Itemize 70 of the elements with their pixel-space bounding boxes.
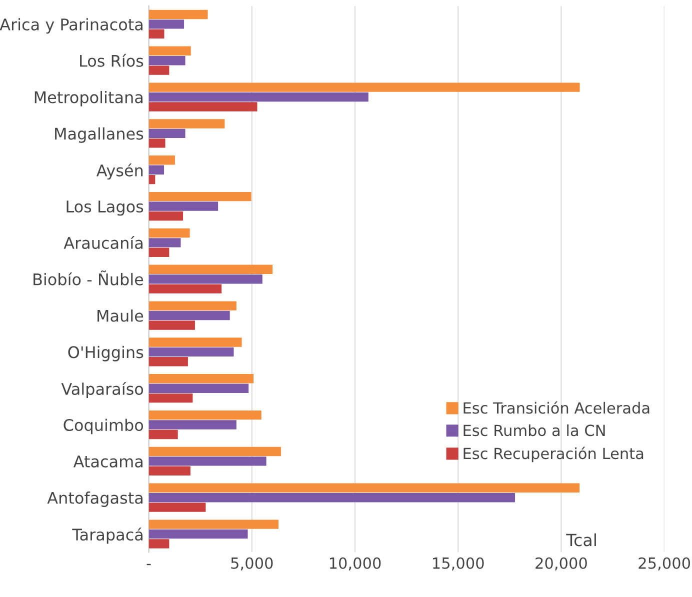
- y-tick-label: Biobío - Ñuble: [34, 270, 144, 286]
- legend-label: Esc Rumbo a la CN: [464, 424, 605, 436]
- bar: [148, 192, 252, 202]
- bar: [148, 420, 236, 430]
- bar: [148, 310, 230, 320]
- bar: [148, 338, 242, 347]
- bar: [148, 384, 249, 393]
- x-tick-label: 20,000: [536, 557, 587, 570]
- y-tick-label: Maule: [98, 309, 144, 322]
- bar: [148, 502, 206, 512]
- bar: [148, 248, 170, 258]
- bar: [148, 128, 186, 138]
- bar: [148, 483, 580, 492]
- y-tick-label: Arica y Parinacota: [0, 18, 142, 34]
- bar: [148, 165, 164, 174]
- bar: [148, 102, 258, 112]
- bar: [148, 410, 262, 420]
- x-tick-label: 15,000: [433, 557, 484, 570]
- x-tick-label: 25,000: [638, 557, 690, 570]
- bar: [148, 92, 368, 102]
- bar: [148, 320, 195, 330]
- y-tick-label: Metropolitana: [34, 90, 142, 106]
- bar: [148, 10, 208, 20]
- y-tick-label: Aysén: [96, 163, 143, 180]
- y-tick-label: Magallanes: [55, 127, 144, 143]
- y-tick-label: Los Lagos: [66, 200, 144, 216]
- bar: [148, 274, 262, 284]
- bar: [148, 393, 193, 403]
- bar: [148, 357, 188, 366]
- bar: [148, 539, 170, 548]
- bar: [148, 56, 186, 66]
- y-tick-label: Atacama: [73, 456, 142, 468]
- x-axis-title: Tcal: [566, 533, 596, 546]
- y-tick-label: Araucanía: [64, 236, 142, 249]
- y-tick-label: Tarapacá: [72, 528, 142, 544]
- bar: [148, 174, 156, 184]
- bar: [148, 284, 222, 294]
- bar: [148, 202, 218, 211]
- x-tick-label: -: [146, 564, 151, 566]
- y-tick-label: O'Higgins: [68, 346, 144, 362]
- bar: [148, 301, 236, 310]
- bar: [148, 29, 164, 39]
- y-tick-label: Los Ríos: [80, 54, 144, 67]
- bar: [148, 466, 190, 476]
- bar: [148, 82, 580, 92]
- y-tick-label: Valparaíso: [61, 382, 144, 398]
- bar: [148, 492, 516, 502]
- bar: [148, 374, 254, 384]
- bar: [148, 347, 234, 357]
- bar: [148, 238, 181, 248]
- bar: [148, 446, 281, 456]
- bar: [148, 138, 166, 148]
- bar: [148, 46, 191, 56]
- bar: [148, 156, 175, 165]
- bar: [148, 430, 178, 440]
- x-tick-label: 5,000: [231, 557, 273, 570]
- bar: [148, 456, 266, 466]
- bar: [148, 520, 278, 529]
- y-tick-label: Antofagasta: [47, 492, 142, 507]
- bar: [148, 529, 248, 539]
- legend-label: Esc Transición Acelerada: [464, 401, 650, 414]
- x-tick-label: 10,000: [330, 557, 381, 570]
- bar: [148, 211, 184, 221]
- y-tick-label: Coquimbo: [64, 418, 144, 434]
- legend-label: Esc Recuperación Lenta: [464, 446, 644, 462]
- bar: [148, 20, 184, 29]
- bar: [148, 264, 273, 274]
- bar: [148, 119, 225, 128]
- bar: [148, 228, 190, 238]
- bar: [148, 66, 170, 75]
